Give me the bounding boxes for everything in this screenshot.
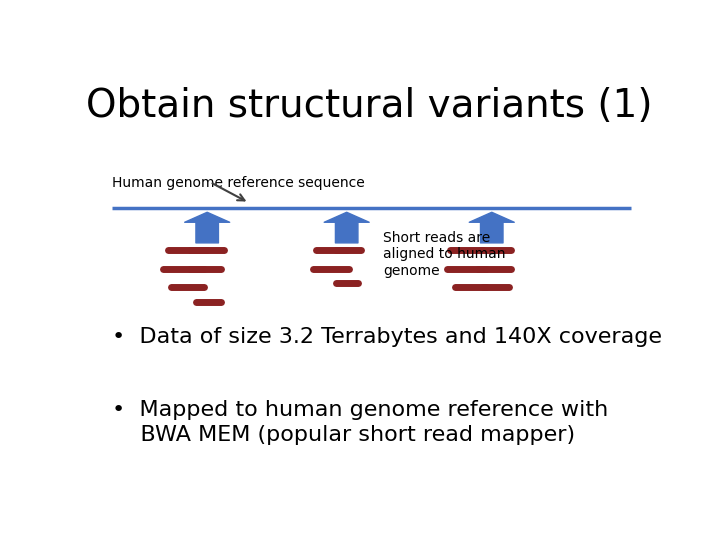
- Text: Short reads are
aligned to human
genome: Short reads are aligned to human genome: [383, 231, 505, 278]
- Text: •  Mapped to human genome reference with
    BWA MEM (popular short read mapper): • Mapped to human genome reference with …: [112, 400, 608, 445]
- Text: Obtain structural variants (1): Obtain structural variants (1): [86, 87, 652, 125]
- Text: Human genome reference sequence: Human genome reference sequence: [112, 176, 365, 190]
- Text: •  Data of size 3.2 Terrabytes and 140X coverage: • Data of size 3.2 Terrabytes and 140X c…: [112, 327, 662, 347]
